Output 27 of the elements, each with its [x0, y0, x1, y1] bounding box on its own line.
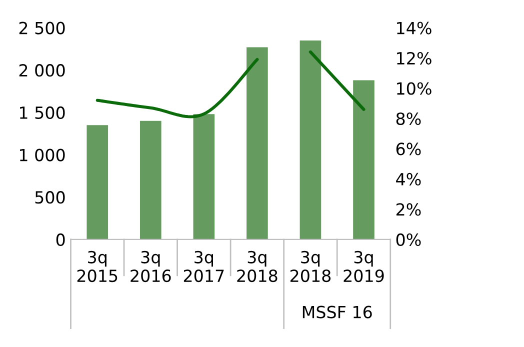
bar [86, 125, 108, 240]
bar [193, 114, 215, 240]
y-tick-label: 2 500 [19, 22, 65, 34]
x-tick-label: 3q 2019 [344, 250, 384, 282]
y2-tick-label: 8% [396, 112, 421, 126]
y2-tick-label: 6% [396, 142, 421, 156]
x-tick-label: 3q 2016 [130, 250, 171, 282]
y2-tick-label: 14% [397, 22, 432, 34]
bar [246, 47, 268, 240]
x-tick-label: 3q 2018 [290, 250, 331, 282]
y2-tick-label: 10% [397, 82, 432, 95]
bar [300, 40, 322, 240]
x-tick-label: 3q 2018 [237, 250, 278, 282]
bar [353, 80, 374, 240]
x-tick-label: 3q 2015 [77, 250, 118, 282]
y-tick-label: 500 [35, 191, 65, 204]
y2-tick-label: 4% [396, 172, 421, 186]
y-tick-label: 2 000 [19, 64, 65, 77]
y2-tick-label: 0% [396, 233, 421, 246]
y2-tick-label: 12% [397, 52, 432, 65]
text: MSSF 16 [302, 306, 372, 318]
y2-tick-label: 2% [396, 203, 421, 216]
x-tick-label: 3q 2017 [184, 250, 224, 282]
y-tick-label: 1 000 [20, 148, 65, 162]
y-tick-label: 0 [56, 233, 65, 246]
y-tick-label: 1 500 [20, 106, 65, 119]
bar [140, 120, 162, 240]
